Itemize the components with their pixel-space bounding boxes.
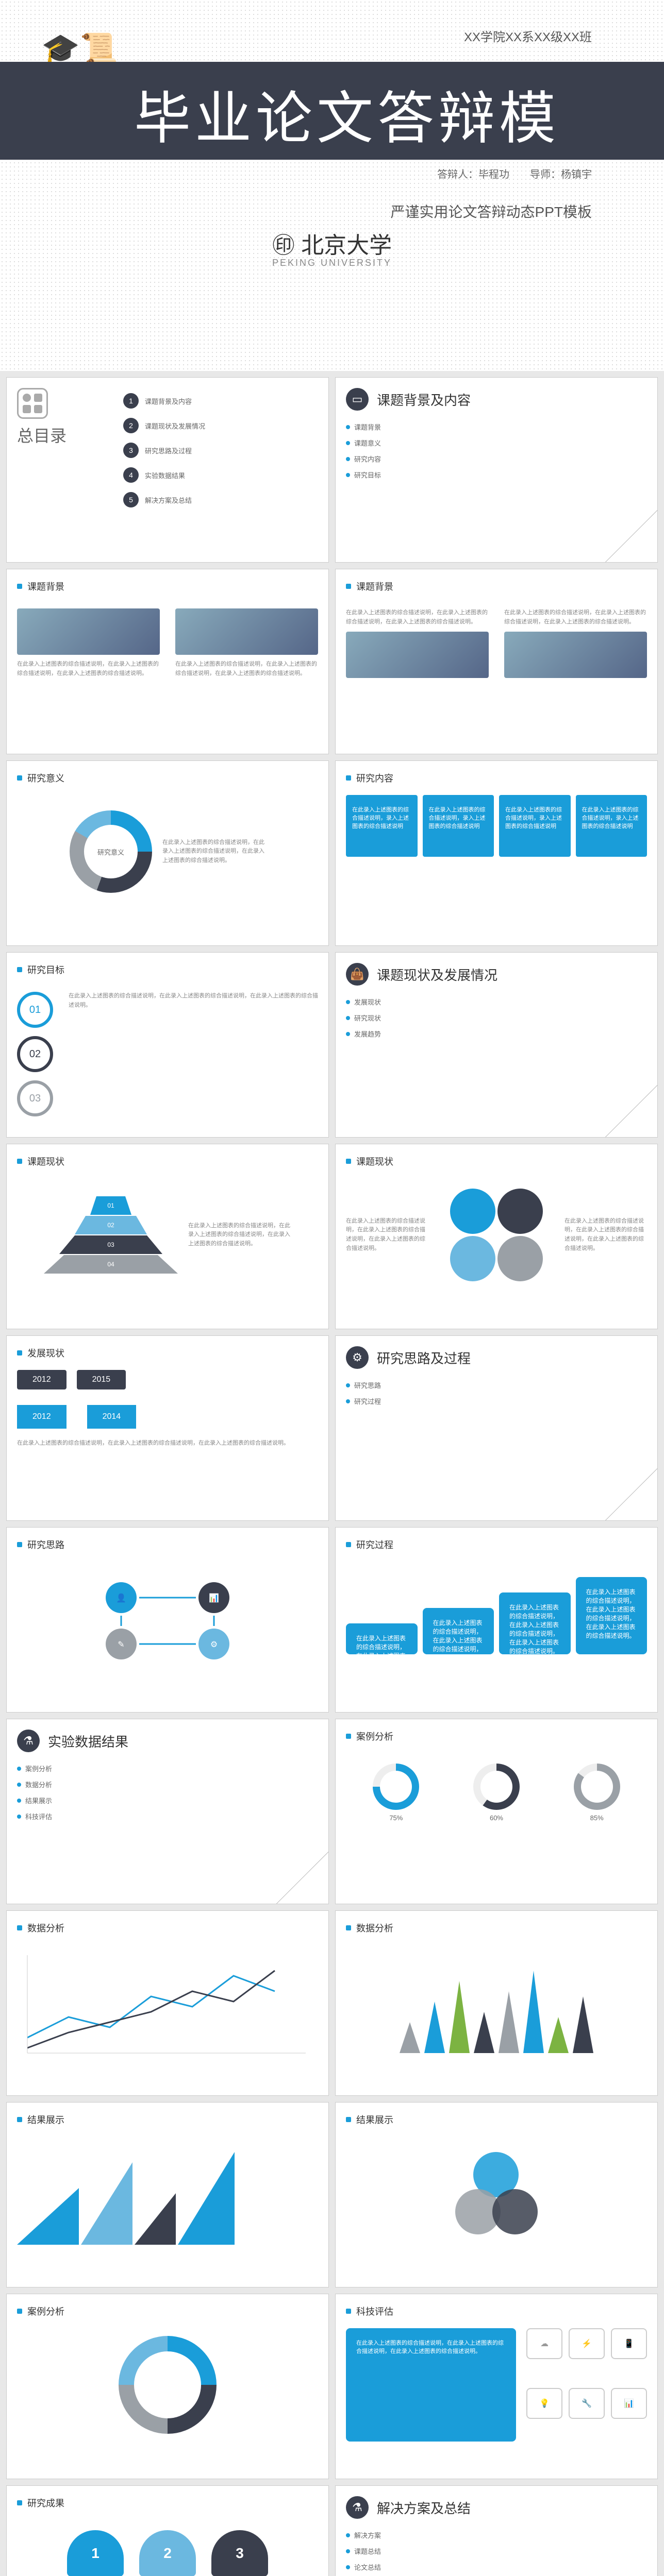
pyramid-chart: 01020304 [44, 1196, 178, 1274]
slide-sec3: ⚙研究思路及过程 研究思路研究过程 [335, 1335, 658, 1521]
slide-sjfx: 数据分析 [6, 1910, 329, 2096]
slide-grid: 总目录 1课题背景及内容2课题现状及发展情况3研究思路及过程4实验数据结果5解决… [0, 371, 664, 2576]
slide-sjfx2: 数据分析 [335, 1910, 658, 2096]
donut-chart: 研究意义 [70, 810, 152, 893]
slide-bg1: 课题背景 在此录入上述图表的综合描述说明，在此录入上述图表的综合描述说明，在此录… [6, 569, 329, 754]
slide-ktxz: 课题现状 01020304 在此录入上述图表的综合描述说明，在此录入上述图表的综… [6, 1144, 329, 1329]
step-arrows: 在此录入上述图表的综合描述说明，在此录入上述图表的综合描述说明，在此录入上述图表… [346, 1577, 647, 1654]
toc-items: 1课题背景及内容2课题现状及发展情况3研究思路及过程4实验数据结果5解决方案及总… [123, 393, 205, 507]
cover-slide: XX学院XX系XX级XX班 🎓📜 毕业论文答辩模 答辩人：毕程功 导师：杨镇宇 … [0, 0, 664, 371]
slide-sec1: ▭课题背景及内容 课题背景课题意义研究内容研究目标 [335, 377, 658, 563]
title-band: 毕业论文答辩模 [0, 62, 664, 160]
slide-yjgc: 研究过程 在此录入上述图表的综合描述说明，在此录入上述图表的综合描述说明，在此录… [335, 1527, 658, 1713]
slide-sec5: ⚗解决方案及总结 解决方案课题总结论文总结 [335, 2485, 658, 2576]
slide-kjpg: 科技评估 在此录入上述图表的综合描述说明，在此录入上述图表的综合描述说明，在此录… [335, 2294, 658, 2479]
gear-icon: ⚙ [346, 1346, 369, 1369]
institution: XX学院XX系XX级XX班 [464, 27, 664, 45]
slide-yjnr: 研究内容 在此录入上述图表的综合描述说明，录入上述图表的综合描述说明在此录入上述… [335, 760, 658, 946]
university-en: PEKING UNIVERSITY [0, 258, 664, 268]
toc-icon [17, 388, 48, 419]
slide-sec4: ⚗实验数据结果 案例分析数据分析结果展示科技评估 [6, 1719, 329, 1904]
slide-bg2: 课题背景 在此录入上述图表的综合描述说明，在此录入上述图表的综合描述说明，在此录… [335, 569, 658, 754]
quad-chart [450, 1189, 543, 1281]
photo-placeholder [504, 632, 647, 678]
main-title: 毕业论文答辩模 [134, 72, 664, 155]
flask-icon: ⚗ [17, 1730, 40, 1752]
cone-chart [346, 1950, 647, 2053]
doc-icon: ▭ [346, 388, 369, 411]
svg-text:👤: 👤 [116, 1593, 126, 1603]
icon-grid: ☁ ⚡ 📱 💡 🔧 📊 [526, 2328, 647, 2442]
slide-yjsl: 研究思路 👤 📊 ✎ ⚙ [6, 1527, 329, 1713]
subtitle: 严谨实用论文答辩动态PPT模板 [391, 185, 664, 222]
photo-placeholder [346, 632, 489, 678]
venn-chart [450, 2147, 543, 2240]
svg-text:✎: ✎ [118, 1640, 124, 1649]
ring-arrows [111, 2328, 224, 2442]
triangle-chart [17, 2142, 318, 2245]
slide-slfx2: 案例分析 [6, 2294, 329, 2479]
bag-icon: 👜 [346, 963, 369, 986]
line-chart [17, 1945, 318, 2063]
author: 答辩人：毕程功 导师：杨镇宇 [437, 166, 592, 181]
university-name: ㊞ 北京大学 [0, 227, 664, 260]
slide-yjcg: 研究成果 123 [6, 2485, 329, 2576]
slide-sec2: 👜课题现状及发展情况 发展现状研究现状发展趋势 [335, 952, 658, 1138]
photo-placeholder [17, 608, 160, 655]
flask-icon: ⚗ [346, 2496, 369, 2519]
toc-label: 总目录 [17, 423, 67, 447]
gauge-row: 75%60%85% [346, 1764, 647, 1822]
svg-text:📊: 📊 [209, 1593, 219, 1603]
step-bubbles: 123 [17, 2530, 318, 2576]
slide-jgzs2: 结果展示 [335, 2102, 658, 2287]
svg-text:⚙: ⚙ [210, 1640, 218, 1649]
slide-toc: 总目录 1课题背景及内容2课题现状及发展情况3研究思路及过程4实验数据结果5解决… [6, 377, 329, 563]
cycle-diagram: 👤 📊 ✎ ⚙ [90, 1567, 245, 1670]
photo-placeholder [175, 608, 318, 655]
slide-yjyy: 研究意义 研究意义 在此录入上述图表的综合描述说明，在此录入上述图表的综合描述说… [6, 760, 329, 946]
slide-jgzs: 结果展示 [6, 2102, 329, 2287]
slide-ktxz2: 课题现状 在此录入上述图表的综合描述说明，在此录入上述图表的综合描述说明，在此录… [335, 1144, 658, 1329]
slide-fzxz: 发展现状 20122015 20122014 在此录入上述图表的综合描述说明，在… [6, 1335, 329, 1521]
slide-yjmb: 研究目标 01 02 03 在此录入上述图表的综合描述说明，在此录入上述图表的综… [6, 952, 329, 1138]
slide-slfx: 案例分析 75%60%85% [335, 1719, 658, 1904]
